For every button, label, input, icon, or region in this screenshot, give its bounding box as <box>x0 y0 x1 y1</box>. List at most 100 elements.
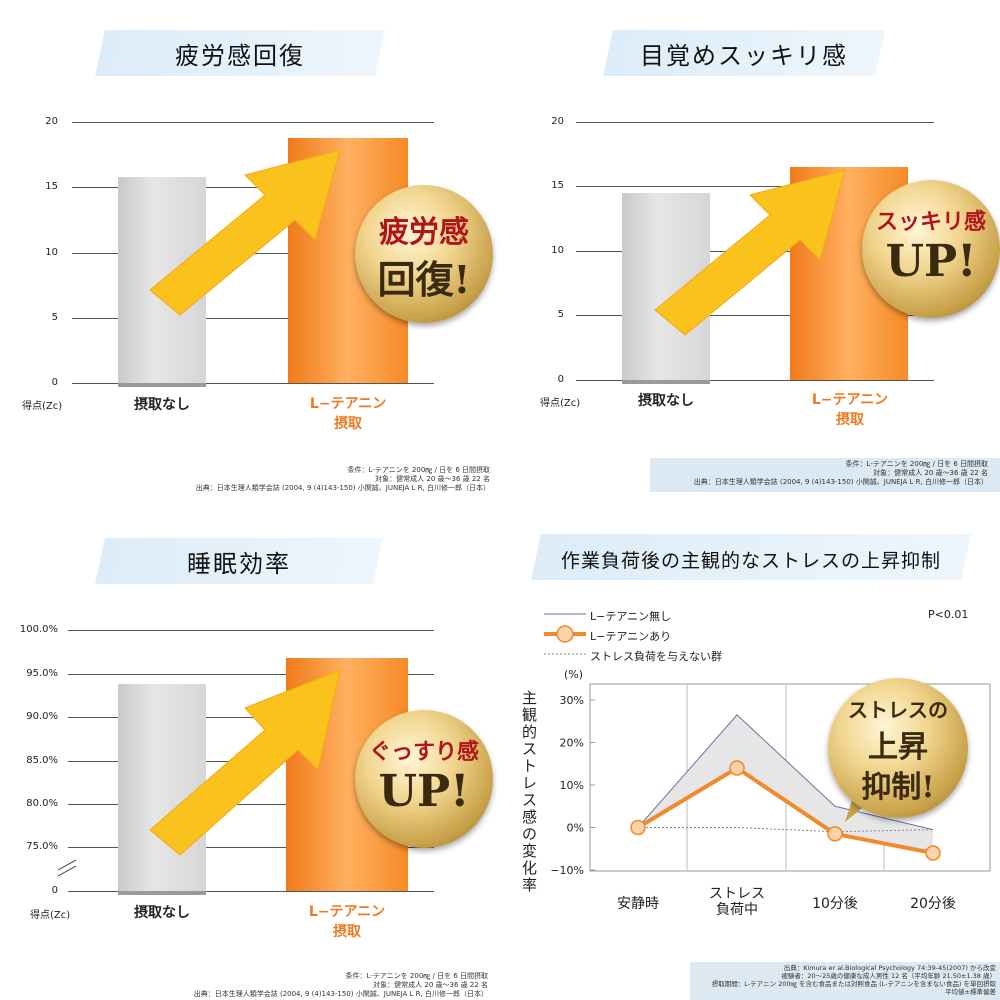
note-subjects: 対象：健常成人 20 歳～36 歳 22 名 <box>373 981 488 989</box>
bar-no-intake <box>118 683 206 895</box>
x-label-no-intake: 摂取なし <box>134 905 190 921</box>
y-tick: 80.0% <box>26 798 58 809</box>
badge-line2: 回復! <box>377 257 471 302</box>
y-tick: 95.0% <box>26 668 58 679</box>
badge-line1: スッキリ感 <box>875 209 986 235</box>
chart-stress-suppression: 作業負荷後の主観的なストレスの上昇抑制 L−テアニン無し L−テアニンあり スト… <box>500 500 1000 1000</box>
data-point <box>630 819 646 836</box>
arrow-up-icon <box>149 669 341 856</box>
data-point <box>729 760 745 776</box>
chart-title: 作業負荷後の主観的なストレスの上昇抑制 <box>560 550 941 572</box>
unit-label: 得点(Zc) <box>540 398 581 409</box>
y-axis-label: 主観的ストレス感の変化率 <box>522 689 538 894</box>
x-label-line1: L−テアニン <box>309 396 387 412</box>
y-tick-label: 0% <box>567 822 584 835</box>
y-tick-label: −10% <box>550 864 584 877</box>
y-tick-label: 30% <box>560 694 584 707</box>
note-subjects: 対象：健常成人 20 歳～36 歳 22 名 <box>375 475 490 483</box>
x-label-no-intake: 摂取なし <box>134 397 190 413</box>
y-tick: 20 <box>45 116 58 127</box>
chart-title: 目覚めスッキリ感 <box>640 42 848 70</box>
chart-refreshing-awakening: 目覚めスッキリ感 20 15 10 5 0 スッキリ感 UP! 得点(Zc) 摂… <box>500 0 1000 500</box>
note-box <box>650 458 1000 492</box>
badge-medal: ストレスの 上昇 抑制! <box>828 678 968 818</box>
note-source: 出典：日本生理人類学会誌 (2004, 9 (4)143-150) 小関誠、JU… <box>195 484 490 492</box>
y-tick: 10 <box>45 247 58 258</box>
x-label-no-intake: 摂取なし <box>638 393 694 409</box>
series-line-3 <box>638 827 934 833</box>
note-source: 出典：Kimura er al.Biological Psychology 74… <box>783 964 996 972</box>
difference-band <box>638 714 933 853</box>
y-tick: 75.0% <box>26 841 58 852</box>
y-tick: 85.0% <box>26 755 58 766</box>
badge-line3: 抑制! <box>861 770 935 805</box>
series-line-1 <box>637 714 934 831</box>
legend-swatches <box>544 613 586 655</box>
y-tick: 0 <box>51 885 58 896</box>
badge-line1: 疲労感 <box>379 215 469 250</box>
x-label-line1: L−テアニン <box>811 392 889 408</box>
y-tick: 15 <box>45 181 58 192</box>
unit-label: 得点(Zc) <box>30 910 71 921</box>
x-label-line2: 摂取 <box>334 416 362 432</box>
x-tick-label: 負荷中 <box>716 902 758 918</box>
x-label-theanine: L−テアニン 摂取 <box>277 902 417 942</box>
note-period: 摂取期間：L-テアニン 200㎎ を含む食品または対照食品 (L-テアニンを含ま… <box>711 980 996 988</box>
y-tick-label: 10% <box>560 779 584 792</box>
note-stat: 平均値±標準偏差 <box>945 988 996 996</box>
y-tick: 0 <box>51 377 58 388</box>
x-label-line1: L−テアニン <box>308 904 386 920</box>
note-source: 出典：日本生理人類学会誌 (2004, 9 (4)143-150) 小関誠、JU… <box>193 990 488 998</box>
y-tick: 0 <box>557 374 564 385</box>
badge-line1: ストレスの <box>848 698 948 722</box>
note-condition: 条件：L-テアニンを 200㎎ / 日を 6 日間摂取 <box>345 972 488 980</box>
note-box <box>690 962 1000 1000</box>
note-condition: 条件：L-テアニンを 200㎎ / 日を 6 日間摂取 <box>845 460 988 468</box>
source-note: 出典：Kimura er al.Biological Psychology 74… <box>712 964 996 996</box>
y-unit: (%) <box>564 668 584 681</box>
note-subjects: 被験者：20～25歳の健康な成人男性 12 名（平均年齢 21.50±1.38 … <box>781 972 996 980</box>
chart-title: 疲労感回復 <box>175 42 305 70</box>
x-label-theanine: L−テアニン 摂取 <box>780 390 920 430</box>
x-tick-label: 安静時 <box>617 896 659 912</box>
p-value: P<0.01 <box>928 608 969 621</box>
unit-label: 得点(Zc) <box>22 401 63 412</box>
data-point <box>925 845 941 861</box>
note-subjects: 対象：健常成人 20 歳～36 歳 22 名 <box>873 469 988 477</box>
arrow-up-icon <box>149 149 341 316</box>
source-note: 条件：L-テアニンを 200㎎ / 日を 6 日間摂取 対象：健常成人 20 歳… <box>194 972 488 999</box>
y-tick: 20 <box>551 116 564 127</box>
badge-line1: ぐっすり感 <box>368 739 479 765</box>
x-label-line2: 摂取 <box>333 924 361 940</box>
plot-frame <box>589 683 991 872</box>
chart-title: 睡眠効率 <box>187 550 291 578</box>
legend-no-stress: ストレス負荷を与えない群 <box>590 650 722 663</box>
y-tick: 100.0% <box>19 624 58 635</box>
y-tick: 90.0% <box>26 711 58 722</box>
x-label-theanine: L−テアニン 摂取 <box>278 394 418 434</box>
y-tick-label: 20% <box>560 737 584 750</box>
chart-sleep-efficiency: 睡眠効率 100.0% 95.0% 90.0% 85.0% 80.0% 75.0… <box>0 500 500 1000</box>
source-note: 条件：L-テアニンを 200㎎ / 日を 6 日間摂取 対象：健常成人 20 歳… <box>694 460 988 487</box>
x-tick-label: 10分後 <box>812 896 858 912</box>
note-source: 出典：日本生理人類学会誌 (2004, 9 (4)143-150) 小関誠、JU… <box>693 478 988 486</box>
badge-line2: UP! <box>885 236 977 287</box>
note-condition: 条件：L-テアニンを 200㎎ / 日を 6 日間摂取 <box>347 466 490 474</box>
arrow-up-icon <box>654 169 846 336</box>
y-tick: 15 <box>551 180 564 191</box>
chart-fatigue-recovery: 疲労感回復 20 15 10 5 0 疲労感 回復! 得点(Zc) 摂取なし L… <box>0 0 500 500</box>
legend-no-theanine: L−テアニン無し <box>590 610 672 623</box>
badge-medal: 疲労感 回復! <box>355 185 493 323</box>
badge-line2: UP! <box>378 766 470 817</box>
x-label-line2: 摂取 <box>836 412 864 428</box>
badge-medal: スッキリ感 UP! <box>862 180 1000 318</box>
badge-line2: 上昇 <box>868 730 928 765</box>
x-tick-label: ストレス <box>709 886 765 902</box>
axis-break-icon <box>57 859 77 877</box>
badge-medal: ぐっすり感 UP! <box>355 710 493 848</box>
data-point <box>827 826 843 842</box>
series-line-2 <box>636 765 934 855</box>
y-tick: 5 <box>557 309 564 320</box>
y-tick: 10 <box>551 245 564 256</box>
x-tick-label: 20分後 <box>910 896 956 912</box>
